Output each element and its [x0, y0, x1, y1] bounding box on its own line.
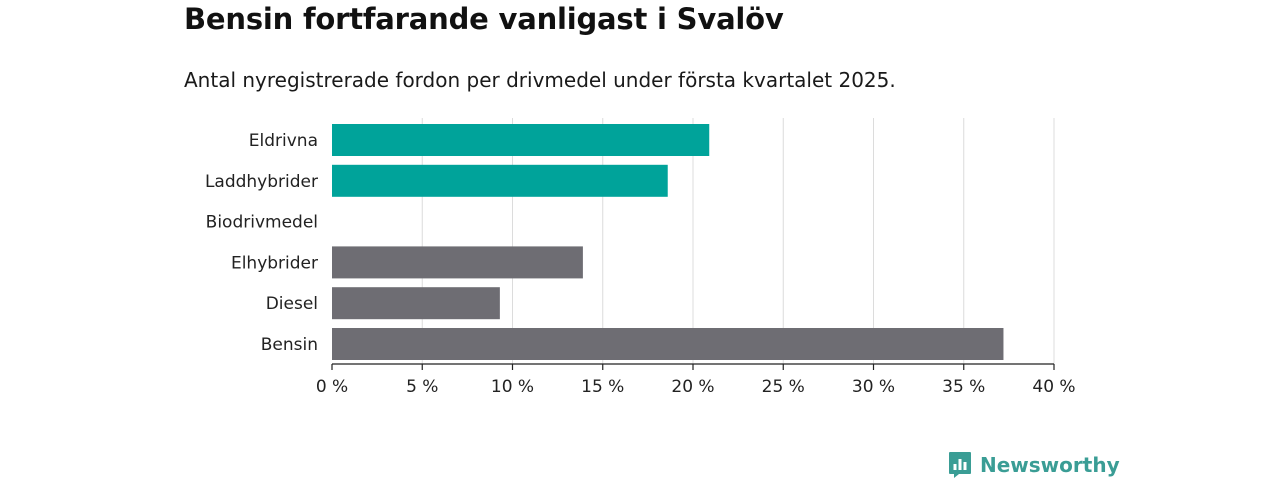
- x-tick-marks: [331, 364, 1055, 370]
- grid-lines: [421, 118, 1055, 364]
- category-label-diesel: Diesel: [266, 294, 318, 314]
- category-label-biodrivmedel: Biodrivmedel: [206, 213, 318, 233]
- x-tick-label-0: 0 %: [316, 377, 348, 397]
- bar-bensin: [332, 328, 1004, 360]
- x-tick-label-40: 40 %: [1032, 377, 1075, 397]
- category-label-laddhybrider: Laddhybrider: [205, 172, 318, 192]
- bar-diesel: [332, 287, 500, 320]
- x-tick-label-35: 35 %: [942, 377, 985, 397]
- category-label-eldrivna: Eldrivna: [249, 131, 318, 151]
- x-tick-label-10: 10 %: [491, 377, 534, 397]
- bar-eldrivna: [332, 124, 710, 156]
- chart-subtitle: Antal nyregistrerade fordon per drivmede…: [184, 68, 896, 92]
- bar-chart: Eldrivna Laddhybrider Biodrivmedel Elhybrid…: [205, 118, 1076, 397]
- bar-laddhybrider: [332, 164, 668, 197]
- x-tick-label-25: 25 %: [762, 377, 805, 397]
- x-tick-label-5: 5 %: [406, 377, 438, 397]
- x-tick-label-15: 15 %: [581, 377, 624, 397]
- category-labels: Eldrivna Laddhybrider Biodrivmedel Elhybrid…: [205, 131, 318, 355]
- brand: Newsworthy: [948, 451, 1120, 479]
- x-tick-labels: 0 % 5 % 10 % 15 % 20 % 25 % 30 % 35 % 40 %: [316, 377, 1076, 397]
- x-tick-label-30: 30 %: [852, 377, 895, 397]
- bar-elhybrider: [332, 246, 583, 279]
- chart-title: Bensin fortfarande vanligast i Svalöv: [184, 2, 784, 36]
- brand-name: Newsworthy: [980, 453, 1120, 477]
- category-label-bensin: Bensin: [261, 335, 318, 355]
- x-tick-label-20: 20 %: [671, 377, 714, 397]
- newsworthy-logo-icon: [949, 452, 971, 478]
- category-label-elhybrider: Elhybrider: [231, 253, 318, 273]
- bars: [332, 124, 1004, 360]
